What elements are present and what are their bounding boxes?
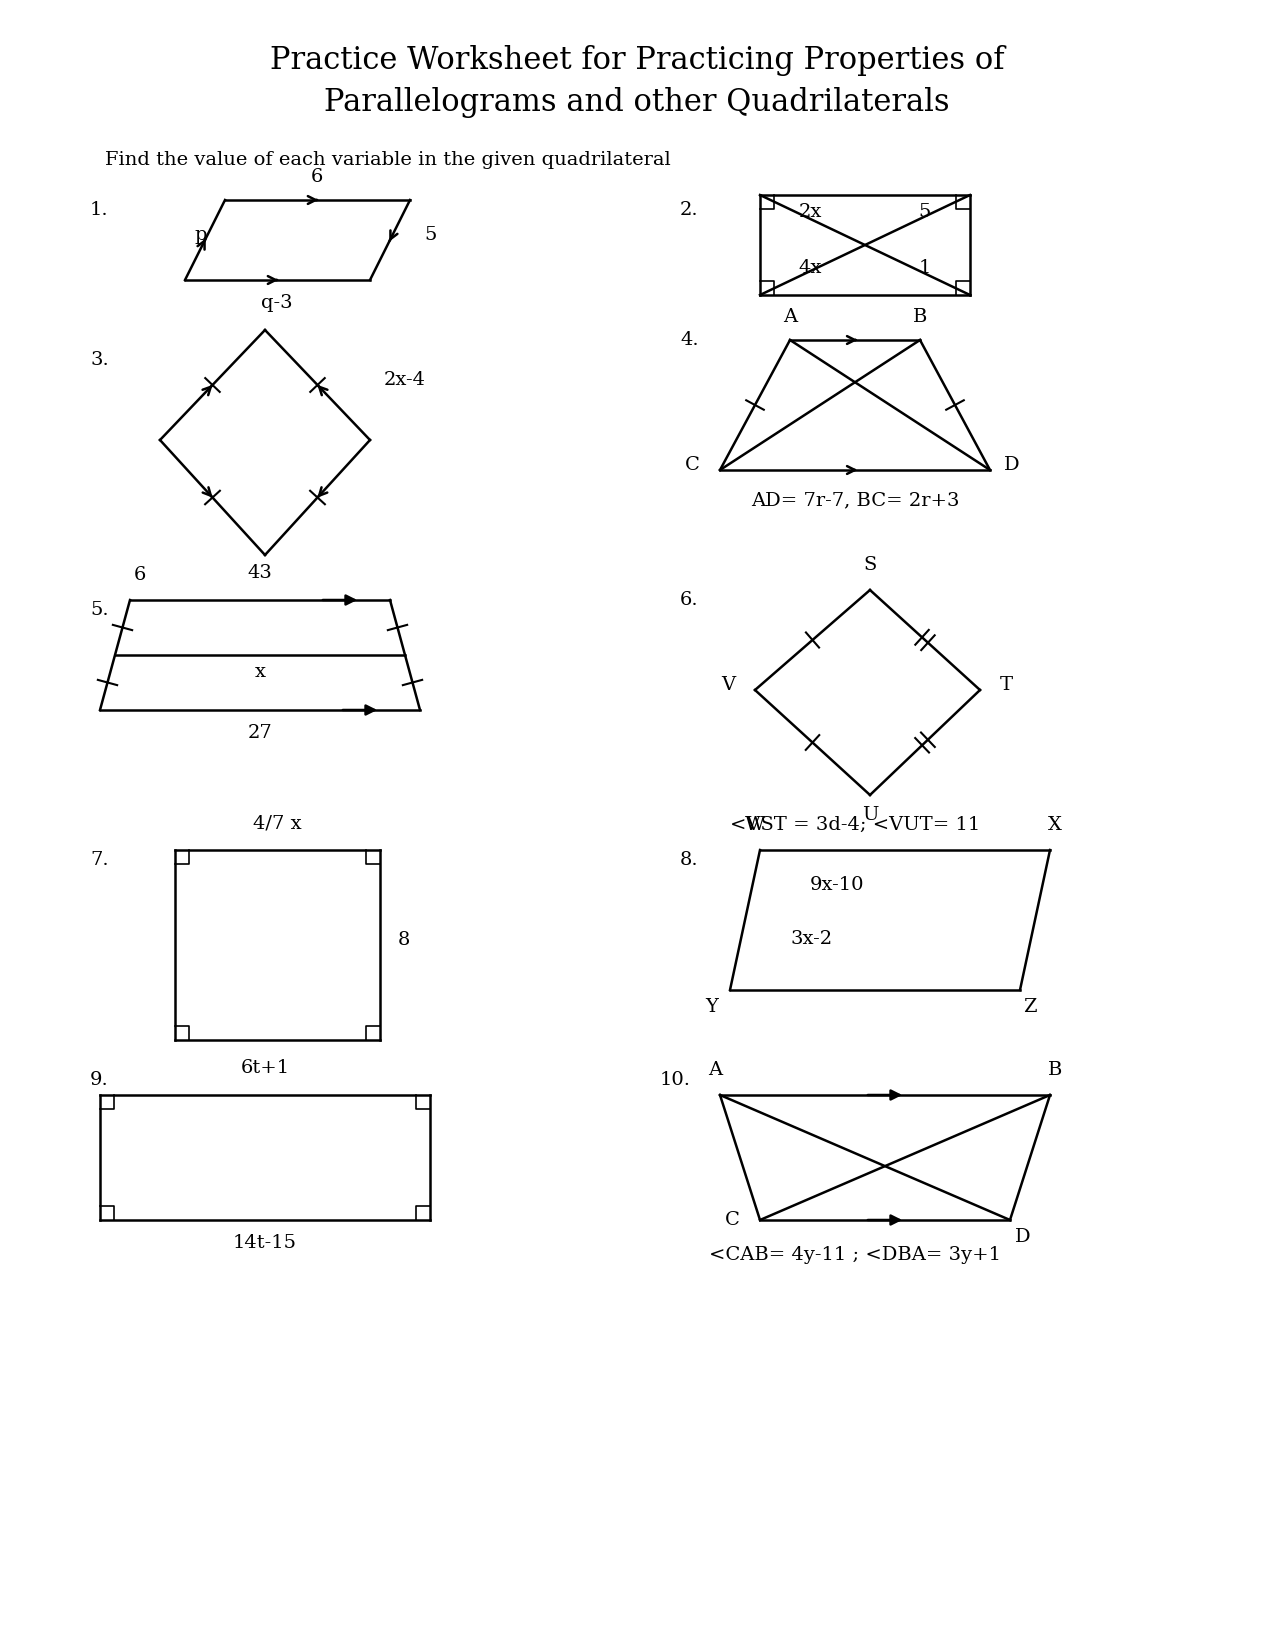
Text: q-3: q-3 [261,294,293,312]
Text: 6.: 6. [680,591,699,609]
Text: 5: 5 [919,203,931,221]
Text: 8.: 8. [680,851,699,870]
Text: 2x: 2x [798,203,821,221]
Text: Parallelograms and other Quadrilaterals: Parallelograms and other Quadrilaterals [324,86,950,117]
Text: <VST = 3d-4; <VUT= 11: <VST = 3d-4; <VUT= 11 [729,817,980,833]
Text: X: X [1048,817,1062,833]
Text: <CAB= 4y-11 ; <DBA= 3y+1: <CAB= 4y-11 ; <DBA= 3y+1 [709,1246,1001,1264]
Text: 43: 43 [247,564,273,582]
Text: 5.: 5. [91,601,108,619]
Text: C: C [685,455,700,474]
Text: p: p [195,226,207,244]
Text: 7.: 7. [91,851,108,870]
Text: Y: Y [705,998,718,1016]
Text: V: V [720,676,734,695]
Text: B: B [1048,1061,1062,1079]
Text: x: x [255,663,265,681]
Text: T: T [1000,676,1014,695]
Text: 4.: 4. [680,332,699,350]
Text: 2x-4: 2x-4 [384,371,426,389]
Text: 14t-15: 14t-15 [233,1234,297,1252]
Text: 3x-2: 3x-2 [790,931,833,949]
Text: 3.: 3. [91,351,108,370]
Text: 8: 8 [398,931,411,949]
Text: 1: 1 [919,259,931,277]
Text: S: S [863,556,877,574]
Text: 10.: 10. [660,1071,691,1089]
Text: 9x-10: 9x-10 [810,876,864,894]
Text: B: B [913,309,927,327]
Text: 6t+1: 6t+1 [241,1059,289,1077]
Text: A: A [708,1061,722,1079]
Text: 2.: 2. [680,201,699,219]
Text: W: W [745,817,765,833]
Text: 6: 6 [134,566,147,584]
Text: Z: Z [1024,998,1037,1016]
Text: 1.: 1. [91,201,108,219]
Text: A: A [783,309,797,327]
Text: AD= 7r-7, BC= 2r+3: AD= 7r-7, BC= 2r+3 [751,492,959,508]
Text: D: D [1003,455,1020,474]
Text: 5: 5 [425,226,436,244]
Text: U: U [862,805,878,823]
Text: Practice Worksheet for Practicing Properties of: Practice Worksheet for Practicing Proper… [270,45,1005,76]
Text: C: C [725,1211,739,1229]
Text: 9.: 9. [91,1071,108,1089]
Text: 4/7 x: 4/7 x [252,813,301,832]
Text: 27: 27 [247,724,273,742]
Text: D: D [1015,1228,1030,1246]
Text: 4x: 4x [798,259,821,277]
Text: 6: 6 [311,168,323,186]
Text: Find the value of each variable in the given quadrilateral: Find the value of each variable in the g… [105,152,671,168]
